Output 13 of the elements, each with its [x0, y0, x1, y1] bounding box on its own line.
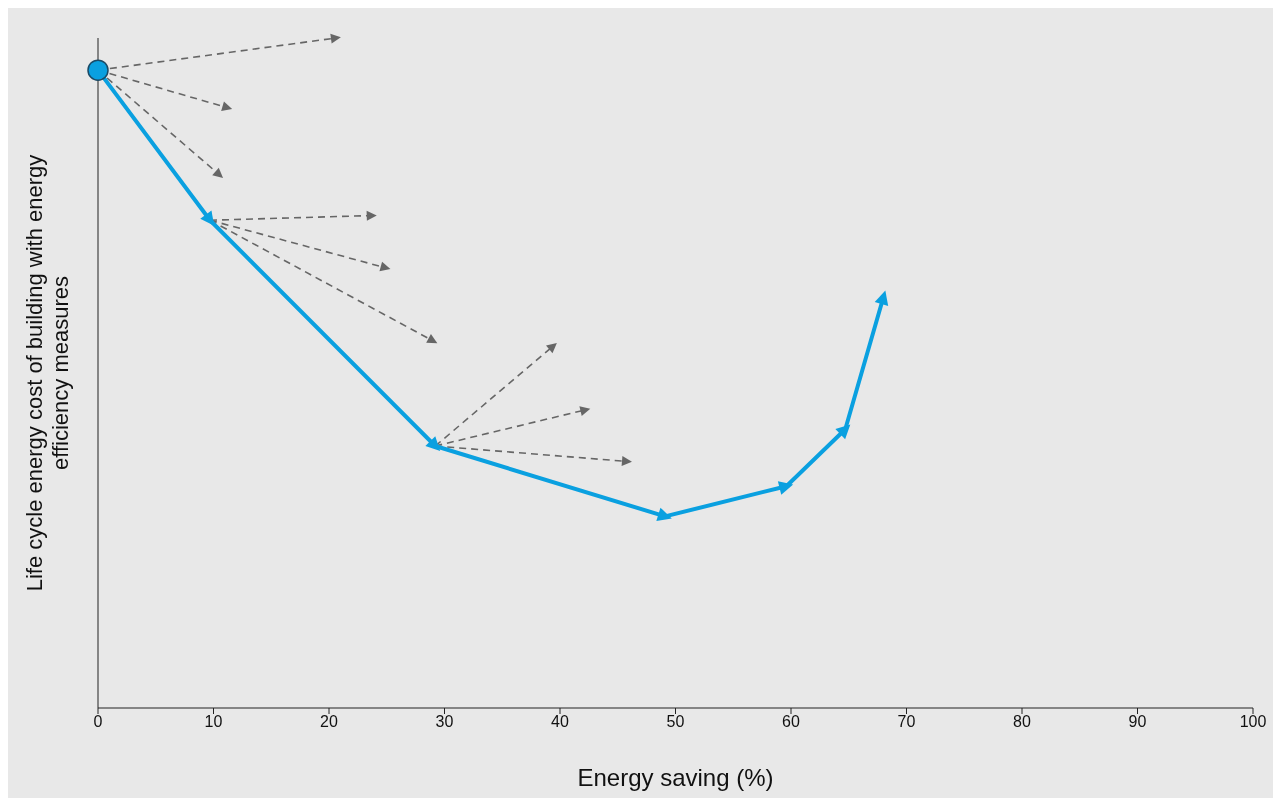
x-axis-title: Energy saving (%): [577, 764, 774, 791]
x-tick-label: 10: [204, 713, 223, 731]
x-tick-label: 40: [551, 713, 569, 731]
x-tick-label: 100: [1239, 713, 1267, 731]
x-tick-label: 0: [93, 713, 103, 731]
x-tick-label: 30: [435, 713, 454, 731]
x-tick-label: 80: [1013, 713, 1031, 731]
x-tick-label: 20: [320, 713, 338, 731]
x-tick-label: 60: [782, 713, 800, 731]
x-tick-label: 90: [1128, 713, 1147, 731]
x-tick-label: 50: [666, 713, 685, 731]
y-axis-title: Life cycle energy cost of building with energy efficiency measures: [22, 154, 73, 592]
x-tick-label: 70: [897, 713, 916, 731]
